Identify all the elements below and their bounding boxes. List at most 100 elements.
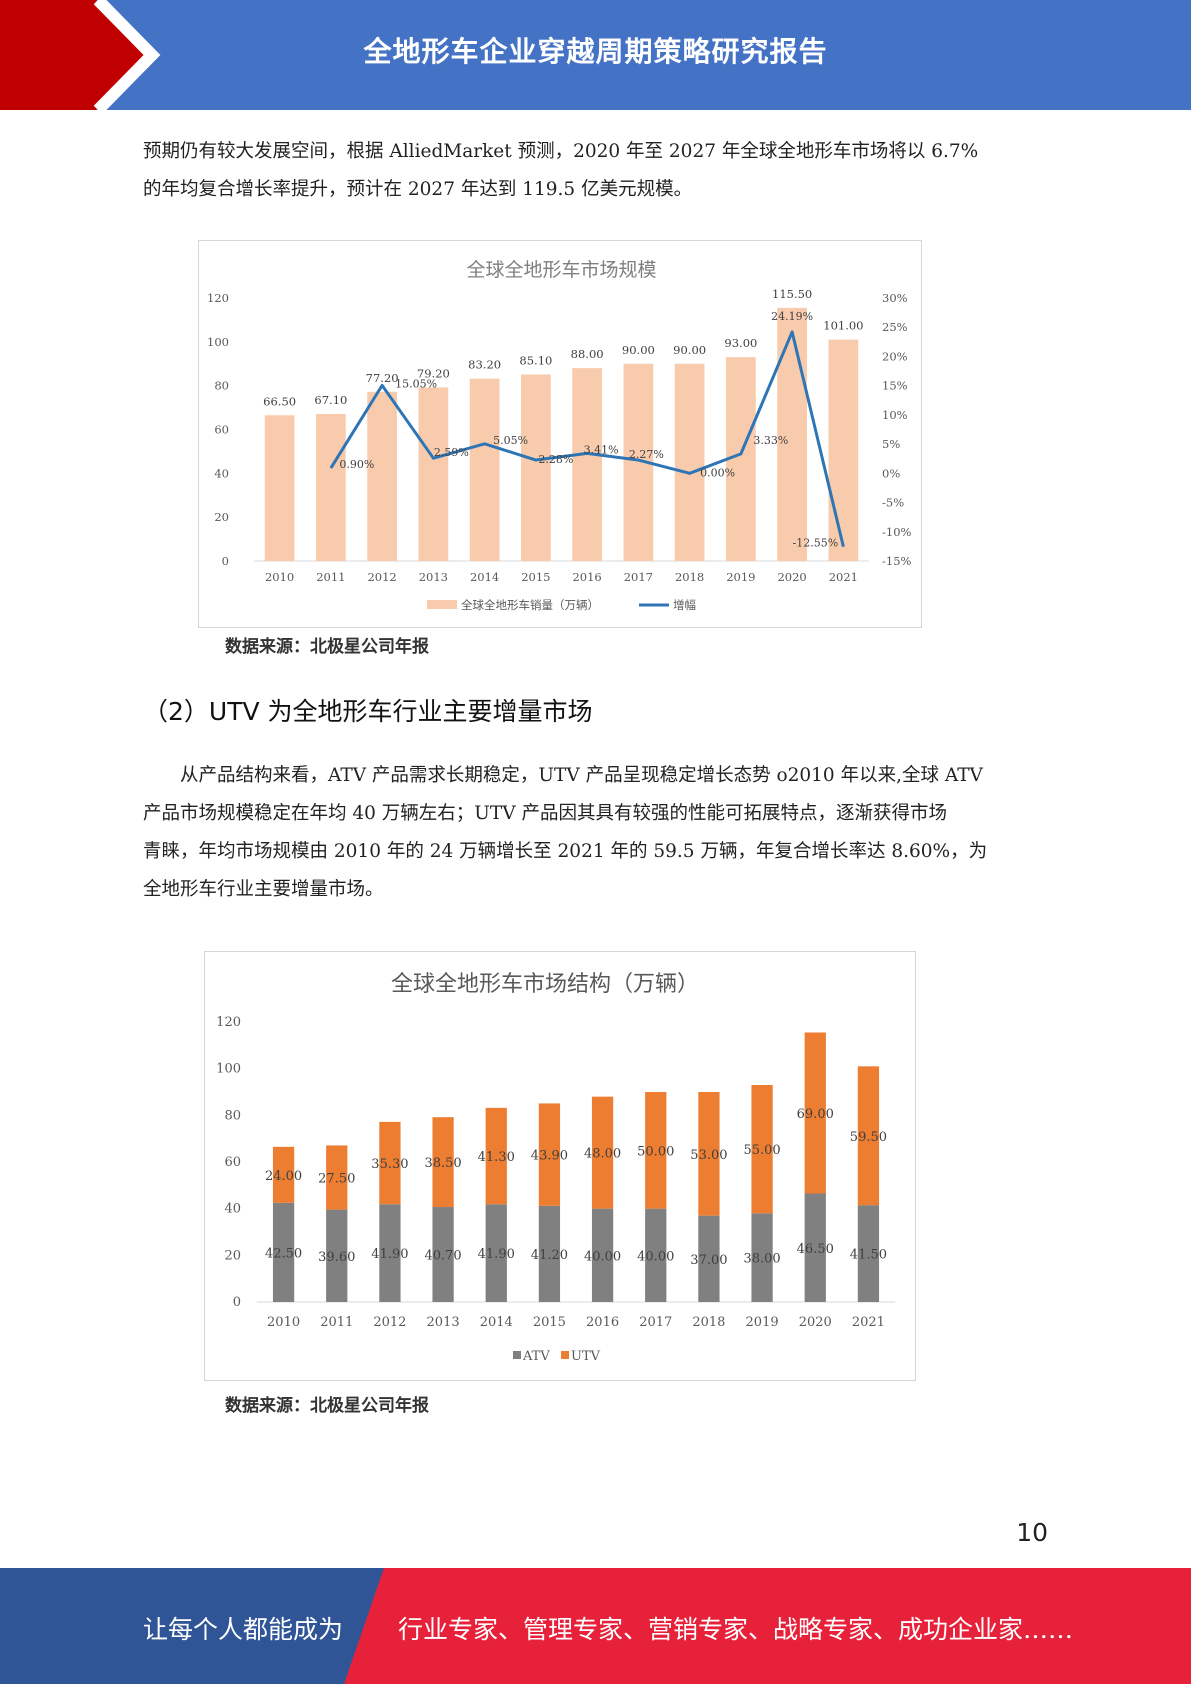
intro-paragraph: 预期仍有较大发展空间，根据 AlliedMarket 预测，2020 年至 20… [143,133,1043,209]
y2-tick-label: -10% [882,525,912,539]
bar [777,307,807,561]
x-tick-label: 2016 [572,570,601,584]
page-footer: 让每个人都能成为 行业专家、管理专家、营销专家、战略专家、成功企业家…… [0,1568,1191,1684]
y-tick-label: 0 [233,1295,241,1310]
utv-data-label: 24.00 [265,1169,302,1184]
y-tick-label: 80 [214,379,229,393]
utv-bar [645,1092,667,1209]
legend-line-label: 增幅 [673,598,696,612]
bar [418,387,449,561]
x-tick-label: 2020 [777,570,806,584]
bar-data-label: 88.00 [571,347,604,361]
utv-bar [432,1117,454,1208]
footer-slogan-right: 行业专家、管理专家、营销专家、战略专家、成功企业家…… [398,1615,1074,1644]
atv-data-label: 42.50 [265,1246,302,1261]
legend-utv-swatch [561,1351,569,1359]
line-data-label: 2.28% [538,453,573,466]
x-tick-label: 2021 [829,570,858,584]
utv-bar [857,1066,880,1206]
bar-data-label: 93.00 [724,336,757,350]
atv-data-label: 46.50 [797,1242,834,1257]
utv-data-label: 43.90 [531,1149,568,1164]
utv-data-label: 38.50 [424,1156,461,1171]
chart-title: 全球全地形车市场结构（万辆） [391,972,699,997]
page-number: 10 [1016,1518,1048,1547]
atv-data-label: 40.00 [584,1249,621,1264]
legend-atv-swatch [513,1351,521,1359]
atv-data-label: 41.20 [531,1248,568,1263]
source-note-2: 数据来源：北极星公司年报 [225,1396,429,1416]
x-tick-label: 2011 [320,1315,353,1330]
atv-bar [857,1205,880,1302]
bar [521,374,551,561]
x-tick-label: 2012 [367,570,396,584]
y2-tick-label: 30% [882,291,908,305]
bar-data-label: 66.50 [263,394,296,408]
line-data-label: 3.33% [753,434,788,447]
body-paragraph: 从产品结构来看，ATV 产品需求长期稳定，UTV 产品呈现稳定增长态势 o201… [143,757,1043,909]
atv-bar [645,1208,667,1302]
bar [316,413,346,561]
line-data-label: 2.59% [434,446,469,459]
utv-data-label: 41.30 [478,1150,515,1165]
utv-bar [751,1085,773,1214]
bar-data-label: 101.00 [823,319,863,333]
source-note-1: 数据来源：北极星公司年报 [225,637,429,657]
intro-line-1: 预期仍有较大发展空间，根据 AlliedMarket 预测，2020 年至 20… [143,141,979,162]
line-data-label: 24.19% [771,310,813,323]
line-data-label: 0.90% [339,458,374,471]
y2-tick-label: 15% [882,379,908,393]
y2-tick-label: 25% [882,320,908,334]
y2-tick-label: -15% [882,554,912,568]
x-tick-label: 2016 [586,1315,619,1330]
atv-bar [751,1213,773,1302]
y2-tick-label: 10% [882,408,908,422]
y-tick-label: 60 [214,423,229,437]
bar-data-label: 77.20 [366,371,399,385]
legend-bar-label: 全球全地形车销量（万辆） [461,598,599,612]
market-size-chart-svg: 全球全地形车市场规模 0 20 40 60 80 100 120 -15% -10% -5% 0% 5%… [207,259,912,612]
y2-tick-label: 5% [882,437,900,451]
line-data-label: 3.41% [584,443,619,456]
market-size-chart: 全球全地形车市场规模 0 20 40 60 80 100 120 -15% -10% -5% 0% 5%… [198,240,922,628]
bar-data-label: 67.10 [314,393,347,407]
utv-data-label: 50.00 [637,1144,674,1159]
utv-data-label: 69.00 [797,1107,834,1122]
line-data-label: 2.27% [629,448,664,461]
atv-bar [538,1205,561,1302]
x-tick-label: 2015 [521,570,550,584]
bar-data-label: 90.00 [673,343,706,357]
legend-utv-label: UTV [571,1349,601,1364]
growth-line [329,330,845,548]
x-tick-label: 2017 [639,1315,672,1330]
line-data-label: 5.05% [493,434,528,447]
section-heading: （2）UTV 为全地形车行业主要增量市场 [143,697,593,726]
y-tick-label: 120 [207,291,229,305]
utv-bar [326,1145,348,1210]
x-tick-label: 2015 [533,1315,566,1330]
utv-bar [591,1096,614,1209]
page-header: 全地形车企业穿越周期策略研究报告 [0,0,1191,110]
x-tick-label: 2019 [726,570,755,584]
x-tick-label: 2010 [267,1315,300,1330]
legend-atv-label: ATV [522,1349,550,1364]
x-tick-label: 2013 [427,1315,460,1330]
atv-data-label: 40.00 [637,1249,674,1264]
atv-bar [804,1193,826,1302]
line-data-label: -12.55% [793,537,839,550]
atv-data-label: 41.90 [371,1247,408,1262]
x-tick-label: 2018 [675,570,704,584]
market-structure-chart: 全球全地形车市场结构（万辆） 0 20 40 60 80 100 120 42.50 24.00 2… [204,951,916,1381]
header-title: 全地形车企业穿越周期策略研究报告 [363,35,828,68]
utv-bar [485,1107,507,1205]
intro-line-2: 的年均复合增长率提升，预计在 2027 年达到 119.5 亿美元规模。 [143,179,693,200]
bar-data-label: 85.10 [519,353,552,367]
atv-bar [432,1207,454,1302]
utv-data-label: 55.00 [743,1143,780,1158]
market-structure-chart-svg: 全球全地形车市场结构（万辆） 0 20 40 60 80 100 120 42.50 24.00 2… [216,972,895,1364]
line-data-label: 15.05% [395,377,437,390]
y-tick-label: 40 [214,466,229,480]
atv-data-label: 41.50 [850,1248,887,1263]
x-tick-label: 2014 [480,1315,513,1330]
bar [828,339,859,561]
